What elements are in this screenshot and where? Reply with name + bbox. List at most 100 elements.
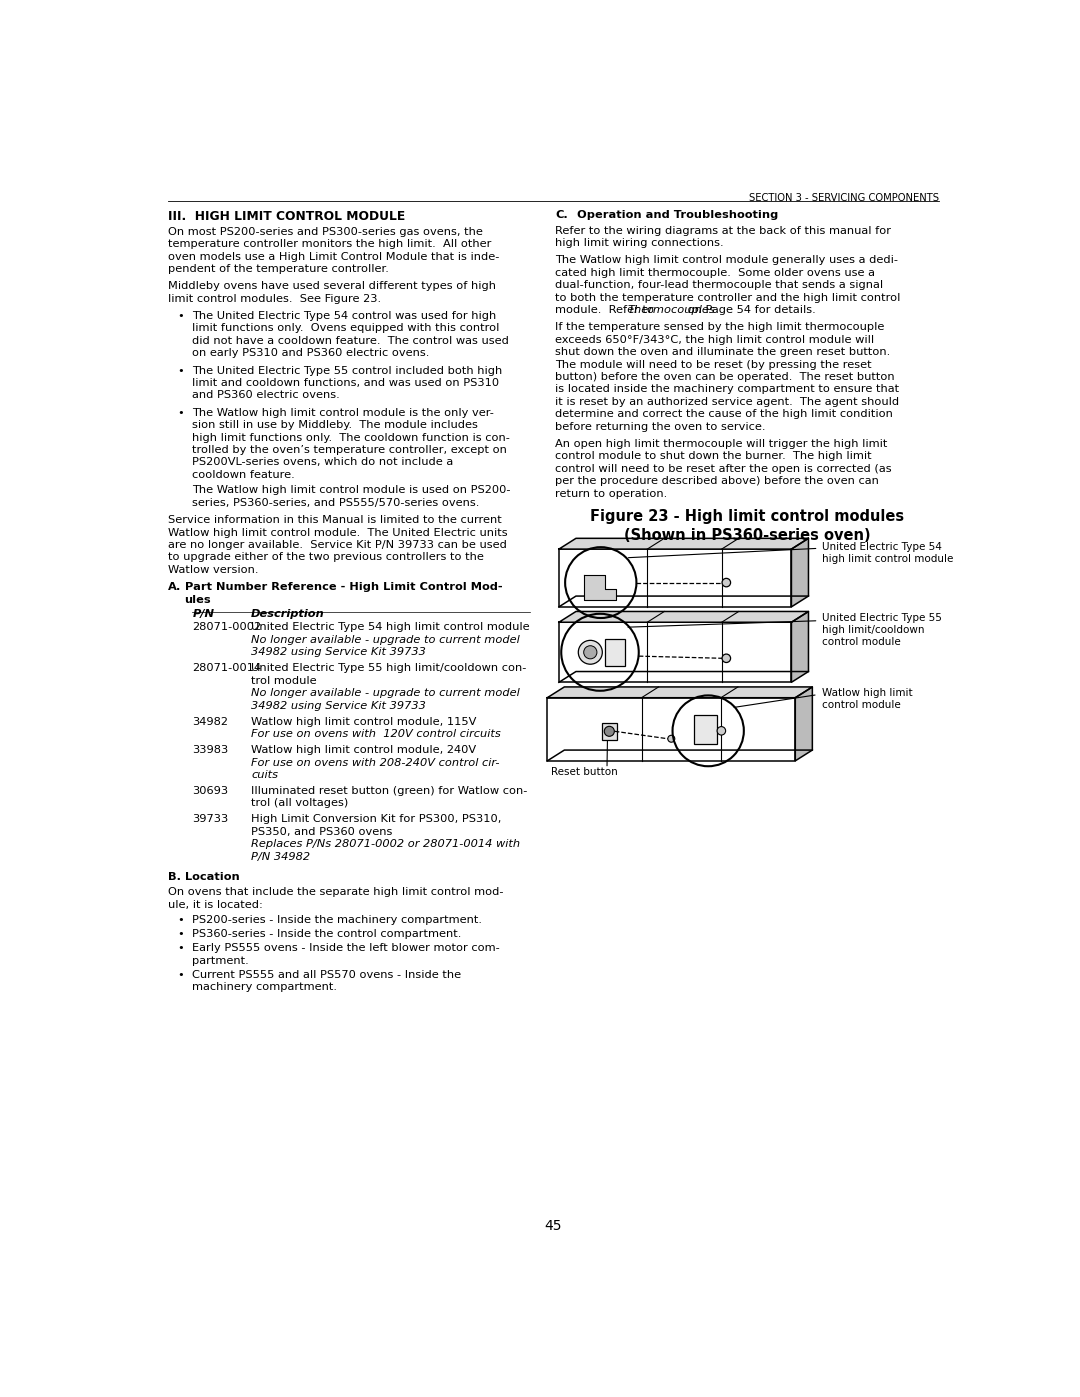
Text: high limit functions only.  The cooldown function is con-: high limit functions only. The cooldown … bbox=[192, 433, 510, 443]
Text: Description: Description bbox=[252, 609, 325, 619]
Text: •: • bbox=[177, 408, 185, 418]
Text: trol module: trol module bbox=[252, 676, 316, 686]
Text: 30693: 30693 bbox=[192, 787, 229, 796]
Text: (Shown in PS360-series oven): (Shown in PS360-series oven) bbox=[624, 528, 870, 542]
Text: partment.: partment. bbox=[192, 956, 249, 965]
Circle shape bbox=[578, 640, 603, 664]
Text: high limit control module: high limit control module bbox=[823, 555, 954, 564]
Text: United Electric Type 54: United Electric Type 54 bbox=[823, 542, 942, 552]
Text: series, PS360-series, and PS555/570-series ovens.: series, PS360-series, and PS555/570-seri… bbox=[192, 497, 480, 509]
Text: ule, it is located:: ule, it is located: bbox=[167, 900, 262, 909]
Circle shape bbox=[717, 726, 726, 735]
Text: Figure 23 - High limit control modules: Figure 23 - High limit control modules bbox=[590, 509, 904, 524]
Circle shape bbox=[605, 726, 615, 736]
Text: Operation and Troubleshooting: Operation and Troubleshooting bbox=[577, 210, 778, 219]
Text: •: • bbox=[177, 312, 185, 321]
Text: ules: ules bbox=[185, 595, 212, 605]
Text: If the temperature sensed by the high limit thermocouple: If the temperature sensed by the high li… bbox=[555, 323, 885, 332]
Text: exceeds 650°F/343°C, the high limit control module will: exceeds 650°F/343°C, the high limit cont… bbox=[555, 334, 874, 345]
Text: did not have a cooldown feature.  The control was used: did not have a cooldown feature. The con… bbox=[192, 335, 510, 346]
Text: Watlow high limit control module.  The United Electric units: Watlow high limit control module. The Un… bbox=[167, 528, 508, 538]
Text: For use on ovens with  120V control circuits: For use on ovens with 120V control circu… bbox=[252, 729, 501, 739]
Text: Middleby ovens have used several different types of high: Middleby ovens have used several differe… bbox=[167, 281, 496, 292]
Text: PS200VL-series ovens, which do not include a: PS200VL-series ovens, which do not inclu… bbox=[192, 457, 454, 468]
Text: No longer available - upgrade to current model: No longer available - upgrade to current… bbox=[252, 634, 519, 645]
Text: trolled by the oven’s temperature controller, except on: trolled by the oven’s temperature contro… bbox=[192, 446, 508, 455]
Text: Watlow high limit control module, 115V: Watlow high limit control module, 115V bbox=[252, 717, 476, 726]
Text: No longer available - upgrade to current model: No longer available - upgrade to current… bbox=[252, 689, 519, 698]
Text: 33983: 33983 bbox=[192, 745, 229, 754]
Text: C.: C. bbox=[555, 210, 568, 219]
Text: trol (all voltages): trol (all voltages) bbox=[252, 799, 349, 809]
Text: An open high limit thermocouple will trigger the high limit: An open high limit thermocouple will tri… bbox=[555, 439, 888, 448]
Text: PS360-series - Inside the control compartment.: PS360-series - Inside the control compar… bbox=[192, 929, 462, 939]
Bar bbox=[548, 697, 795, 761]
Text: per the procedure described above) before the oven can: per the procedure described above) befor… bbox=[555, 476, 879, 486]
Text: 28071-0002: 28071-0002 bbox=[192, 623, 261, 633]
Text: •: • bbox=[177, 366, 185, 376]
Text: temperature controller monitors the high limit.  All other: temperature controller monitors the high… bbox=[167, 239, 491, 250]
Polygon shape bbox=[795, 687, 812, 761]
Bar bbox=[602, 722, 617, 740]
Text: Refer to the wiring diagrams at the back of this manual for: Refer to the wiring diagrams at the back… bbox=[555, 225, 891, 236]
Circle shape bbox=[583, 645, 597, 659]
Text: The Watlow high limit control module is the only ver-: The Watlow high limit control module is … bbox=[192, 408, 495, 418]
Circle shape bbox=[723, 578, 730, 587]
Text: pendent of the temperature controller.: pendent of the temperature controller. bbox=[167, 264, 389, 274]
Text: it is reset by an authorized service agent.  The agent should: it is reset by an authorized service age… bbox=[555, 397, 900, 407]
Polygon shape bbox=[559, 612, 809, 622]
Text: module.  Refer to: module. Refer to bbox=[555, 305, 658, 314]
Text: Location: Location bbox=[185, 872, 240, 882]
Text: dual-function, four-lead thermocouple that sends a signal: dual-function, four-lead thermocouple th… bbox=[555, 279, 883, 291]
Text: control module: control module bbox=[823, 637, 901, 647]
Bar bbox=[559, 622, 792, 682]
Polygon shape bbox=[548, 687, 812, 697]
Text: •: • bbox=[177, 970, 185, 979]
Text: machinery compartment.: machinery compartment. bbox=[192, 982, 337, 992]
Bar bbox=[605, 638, 625, 666]
Text: 34982 using Service Kit 39733: 34982 using Service Kit 39733 bbox=[252, 647, 427, 658]
Bar bbox=[694, 715, 717, 745]
Text: to both the temperature controller and the high limit control: to both the temperature controller and t… bbox=[555, 292, 901, 303]
Text: are no longer available.  Service Kit P/N 39733 can be used: are no longer available. Service Kit P/N… bbox=[167, 541, 507, 550]
Text: Early PS555 ovens - Inside the left blower motor com-: Early PS555 ovens - Inside the left blow… bbox=[192, 943, 500, 953]
Text: Thermocouples: Thermocouples bbox=[627, 305, 715, 314]
Text: and PS360 electric ovens.: and PS360 electric ovens. bbox=[192, 391, 340, 401]
Text: Watlow high limit: Watlow high limit bbox=[822, 689, 913, 698]
Text: PS350, and PS360 ovens: PS350, and PS360 ovens bbox=[252, 827, 393, 837]
Text: P/N 34982: P/N 34982 bbox=[252, 852, 310, 862]
Text: The United Electric Type 55 control included both high: The United Electric Type 55 control incl… bbox=[192, 366, 502, 376]
Text: United Electric Type 54 high limit control module: United Electric Type 54 high limit contr… bbox=[252, 623, 530, 633]
Polygon shape bbox=[559, 538, 809, 549]
Text: button) before the oven can be operated.  The reset button: button) before the oven can be operated.… bbox=[555, 372, 894, 381]
Text: 34982: 34982 bbox=[192, 717, 228, 726]
Text: The Watlow high limit control module generally uses a dedi-: The Watlow high limit control module gen… bbox=[555, 256, 899, 265]
Text: The Watlow high limit control module is used on PS200-: The Watlow high limit control module is … bbox=[192, 486, 511, 496]
Text: A.: A. bbox=[167, 583, 181, 592]
Text: control will need to be reset after the open is corrected (as: control will need to be reset after the … bbox=[555, 464, 892, 474]
Text: On most PS200-series and PS300-series gas ovens, the: On most PS200-series and PS300-series ga… bbox=[167, 226, 483, 237]
Polygon shape bbox=[792, 538, 809, 606]
Text: Current PS555 and all PS570 ovens - Inside the: Current PS555 and all PS570 ovens - Insi… bbox=[192, 970, 461, 979]
Text: limit functions only.  Ovens equipped with this control: limit functions only. Ovens equipped wit… bbox=[192, 324, 500, 334]
Text: On ovens that include the separate high limit control mod-: On ovens that include the separate high … bbox=[167, 887, 503, 897]
Text: •: • bbox=[177, 929, 185, 939]
Text: •: • bbox=[177, 943, 185, 953]
Text: control module: control module bbox=[822, 700, 901, 711]
Text: 34982 using Service Kit 39733: 34982 using Service Kit 39733 bbox=[252, 701, 427, 711]
Text: cuits: cuits bbox=[252, 770, 279, 780]
Text: cooldown feature.: cooldown feature. bbox=[192, 469, 295, 481]
Text: Part Number Reference - High Limit Control Mod-: Part Number Reference - High Limit Contr… bbox=[185, 583, 502, 592]
Text: 28071-0014: 28071-0014 bbox=[192, 664, 261, 673]
Text: •: • bbox=[177, 915, 185, 925]
Text: on Page 54 for details.: on Page 54 for details. bbox=[684, 305, 815, 314]
Text: The United Electric Type 54 control was used for high: The United Electric Type 54 control was … bbox=[192, 312, 497, 321]
Text: Service information in this Manual is limited to the current: Service information in this Manual is li… bbox=[167, 515, 501, 525]
Text: United Electric Type 55: United Electric Type 55 bbox=[823, 613, 942, 623]
Text: on early PS310 and PS360 electric ovens.: on early PS310 and PS360 electric ovens. bbox=[192, 348, 430, 359]
Circle shape bbox=[667, 735, 675, 742]
Text: 45: 45 bbox=[544, 1218, 563, 1232]
Text: Watlow high limit control module, 240V: Watlow high limit control module, 240V bbox=[252, 745, 476, 754]
Polygon shape bbox=[792, 612, 809, 682]
Text: before returning the oven to service.: before returning the oven to service. bbox=[555, 422, 766, 432]
